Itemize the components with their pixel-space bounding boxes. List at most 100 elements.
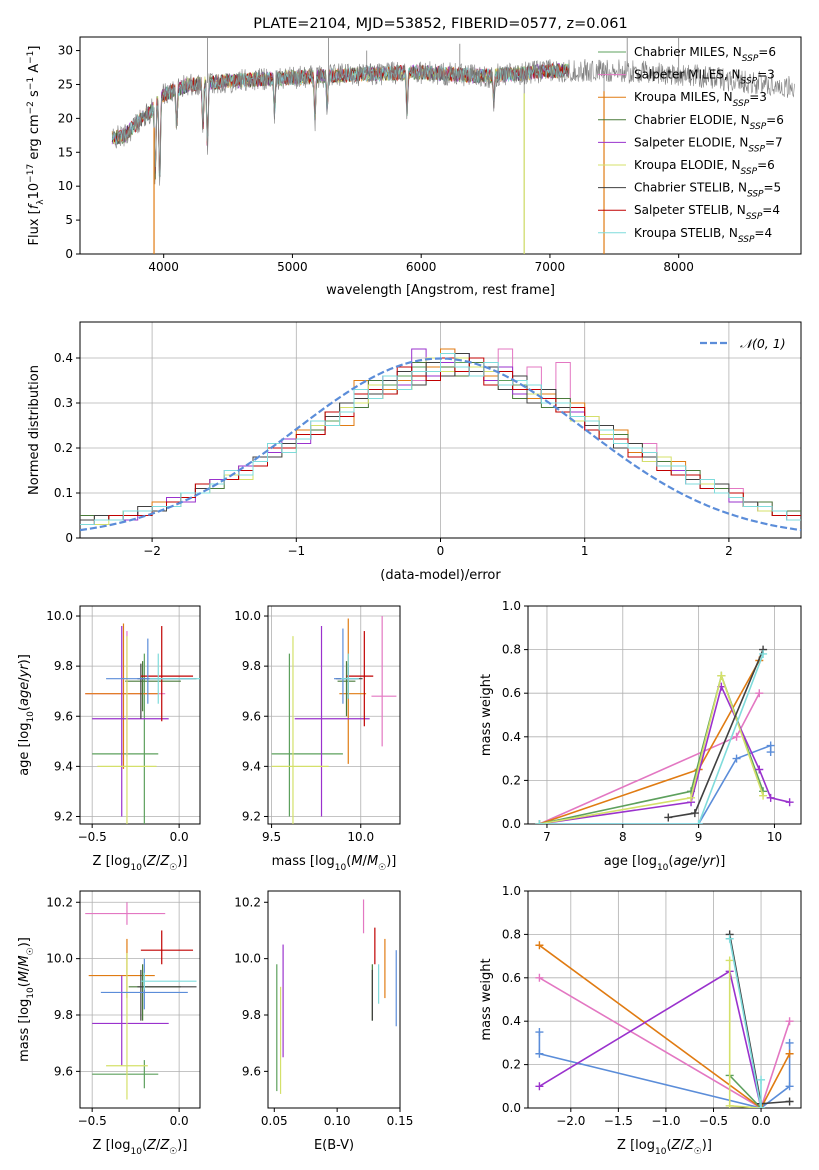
weight-marker	[785, 1097, 794, 1106]
y-tick-label: 10.0	[234, 952, 261, 966]
text-segment: (	[142, 854, 147, 869]
weight-line	[729, 1074, 762, 1108]
text-segment: )]	[386, 854, 396, 869]
y-tick-label: 0.0	[502, 1101, 521, 1115]
x-tick-label: 0.10	[324, 1114, 351, 1128]
text-segment: =3	[757, 68, 775, 82]
text-segment: ]	[27, 46, 42, 51]
x-tick-label: 9	[695, 830, 703, 844]
text-segment: )]	[17, 654, 32, 664]
y-axis-label: Normed distribution	[27, 365, 42, 495]
y-tick-label: 9.4	[242, 759, 261, 773]
text-segment: (	[17, 982, 32, 987]
text-segment: SSP	[741, 77, 758, 87]
axes-frame	[267, 890, 401, 1109]
text-segment: /	[156, 1138, 161, 1153]
text-segment: =4	[762, 203, 780, 217]
weight-marker	[732, 754, 741, 763]
text-segment: /	[17, 677, 32, 682]
x-tick-label: −0.5	[78, 830, 107, 844]
x-tick-label: 4000	[148, 260, 179, 274]
text-segment: /	[680, 1138, 685, 1153]
errorbars	[85, 902, 197, 1100]
x-axis-label: wavelength [Angstrom, rest frame]	[326, 283, 555, 298]
y-tick-label: 10.0	[234, 609, 261, 623]
y-axis-label: age [log10(age/yr)]	[17, 654, 36, 776]
weight-marker	[694, 820, 703, 824]
text-segment: ☉	[169, 1147, 177, 1157]
weight-marker	[759, 791, 768, 800]
x-tick-label: −0.5	[78, 1114, 107, 1128]
text-segment: 10	[27, 183, 42, 200]
text-segment: )]	[715, 854, 725, 869]
text-segment: =6	[757, 158, 775, 172]
errorbars	[85, 623, 200, 824]
text-segment: SSP	[741, 167, 758, 177]
weight-marker	[785, 1038, 794, 1047]
text-segment: (	[666, 1138, 671, 1153]
x-tick-label: 0.15	[387, 1114, 414, 1128]
y-tick-label: 5	[65, 213, 73, 227]
weight-marker	[535, 1028, 544, 1037]
text-segment: SSP	[742, 54, 759, 64]
legend-label: Kroupa STELIB, NSSP=4	[634, 226, 772, 245]
text-segment: /	[363, 854, 368, 869]
weight-marker	[759, 649, 768, 658]
weight-marker	[757, 1104, 766, 1108]
text-segment: −17	[26, 164, 36, 183]
text-segment: E(B-V)	[314, 1138, 354, 1153]
weight-marker	[725, 1101, 734, 1108]
weight-lines	[535, 645, 794, 824]
weight-marker	[535, 820, 544, 824]
legend-label: Salpeter STELIB, NSSP=4	[634, 203, 780, 222]
y-tick-label: 0.4	[502, 1014, 521, 1028]
text-segment: )]	[177, 854, 187, 869]
weight-marker	[766, 793, 775, 802]
text-segment: =4	[754, 226, 772, 240]
weight-line	[728, 934, 790, 1105]
text-segment: ☉	[26, 947, 36, 955]
text-segment: (	[17, 706, 32, 711]
text-segment: Z	[159, 854, 170, 869]
text-segment: Z	[671, 1138, 682, 1153]
legend-label: Chabrier STELIB, NSSP=5	[634, 181, 781, 200]
weight-line	[539, 673, 764, 824]
y-tick-label: 9.6	[242, 709, 261, 723]
y-tick-label: 0.3	[54, 396, 73, 410]
text-segment: Z [log	[617, 1138, 655, 1153]
text-segment: f	[27, 202, 42, 209]
mass-vs-EBV-axes: 0.05 0.10 0.15 9.6 9.8 10.0 10.2	[234, 890, 414, 1128]
text-segment: )]	[177, 1138, 187, 1153]
axes-frame	[527, 890, 802, 1109]
text-segment: λ	[36, 199, 46, 205]
text-segment: ☉	[694, 1147, 702, 1157]
y-tick-label: 9.6	[54, 709, 73, 723]
text-segment: Chabrier ELODIE, N	[634, 113, 750, 127]
text-segment: (	[142, 1138, 147, 1153]
weight-line	[538, 1032, 791, 1108]
x-axis-label: E(B-V)	[314, 1138, 354, 1153]
y-tick-label: 1.0	[502, 884, 521, 898]
y-tick-label: 9.8	[242, 659, 261, 673]
text-segment: Chabrier STELIB, N	[634, 181, 747, 195]
x-tick-label: −2.0	[556, 1114, 585, 1128]
text-segment: =7	[765, 135, 783, 149]
text-segment: Z [log	[93, 854, 131, 869]
text-segment: age [log	[17, 723, 32, 776]
x-tick-label: 0.0	[752, 1114, 771, 1128]
y-tick-label: 9.6	[242, 1064, 261, 1078]
weight-marker	[725, 956, 734, 965]
text-segment: (	[346, 854, 351, 869]
chart-title: PLATE=2104, MJD=53852, FIBERID=0577, z=0…	[253, 16, 627, 32]
x-tick-label: 0.0	[170, 1114, 189, 1128]
text-segment: =6	[758, 45, 776, 59]
text-segment: mass [log	[17, 999, 32, 1062]
text-segment: M	[17, 971, 32, 982]
y-tick-label: 20	[58, 111, 73, 125]
text-segment: erg cm	[27, 114, 42, 163]
text-segment: /	[156, 854, 161, 869]
y-tick-label: 9.2	[54, 809, 73, 823]
text-segment: SSP	[750, 122, 767, 132]
x-axis-label: (data-model)/error	[380, 568, 501, 583]
